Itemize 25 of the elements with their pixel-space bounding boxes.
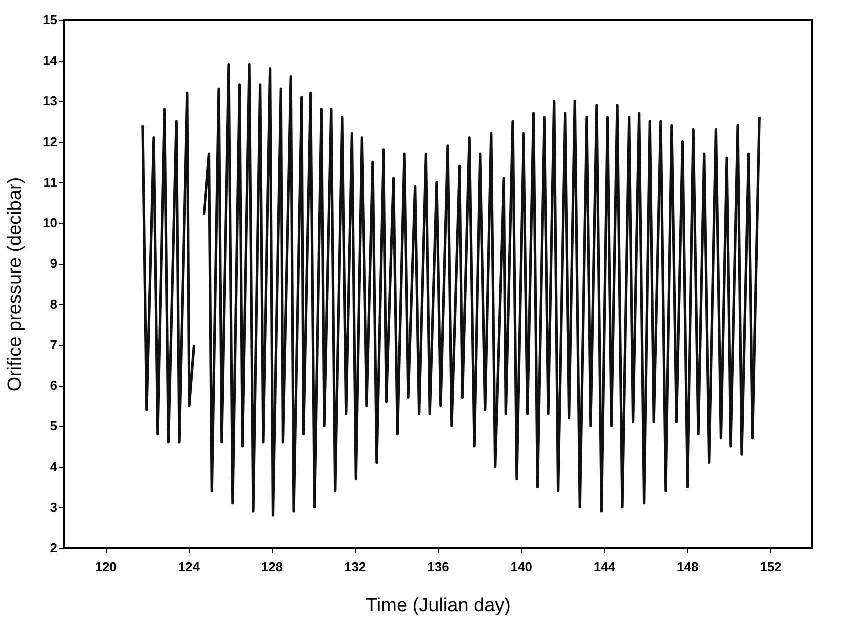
x-tick-label: 124 bbox=[178, 560, 201, 574]
y-tick-label: 10 bbox=[43, 216, 58, 231]
x-tick-label: 132 bbox=[344, 560, 366, 574]
y-tick-label: 7 bbox=[50, 337, 58, 352]
y-tick-label: 5 bbox=[50, 418, 58, 434]
y-tick-label: 11 bbox=[44, 174, 58, 190]
x-axis-title: Time (Julian day) bbox=[366, 596, 512, 616]
y-tick-label: 15 bbox=[43, 12, 58, 28]
x-tick-label: 128 bbox=[261, 560, 284, 574]
y-axis-title: Orifice pressure (decibar) bbox=[5, 177, 26, 392]
x-tick-label: 152 bbox=[760, 560, 782, 574]
y-tick-label: 12 bbox=[43, 134, 58, 150]
y-tick-label: 3 bbox=[50, 500, 58, 515]
x-tick-label: 144 bbox=[594, 560, 616, 574]
x-tick-label: 148 bbox=[676, 560, 699, 574]
y-tick-label: 4 bbox=[50, 459, 58, 474]
y-tick-label: 9 bbox=[50, 256, 58, 272]
y-tick-label: 2 bbox=[50, 540, 58, 556]
x-tick-label: 140 bbox=[510, 560, 532, 574]
x-tick-label: 120 bbox=[95, 560, 117, 574]
y-tick-label: 14 bbox=[43, 53, 58, 68]
y-tick-label: 8 bbox=[50, 296, 58, 312]
y-tick-label: 13 bbox=[43, 94, 58, 109]
x-tick-label: 136 bbox=[428, 560, 450, 574]
y-tick-label: 6 bbox=[50, 378, 58, 394]
